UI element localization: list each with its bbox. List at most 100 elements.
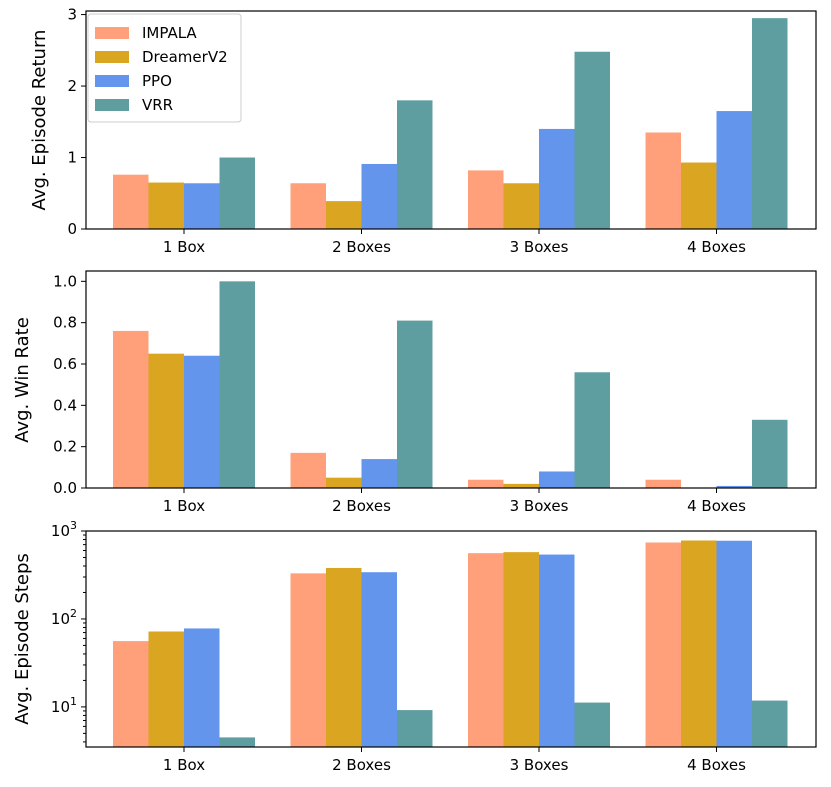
- x-tick-label-4-boxes: 4 Boxes: [687, 497, 746, 515]
- panel-1-x-ticks: 1 Box 2 Boxes 3 Boxes 4 Boxes: [163, 229, 746, 256]
- bar-dreamerv2-4-boxes: [681, 540, 717, 747]
- panel-3-y-axis-label: Avg. Episode Steps: [12, 553, 33, 725]
- x-tick-label-3-boxes: 3 Boxes: [510, 238, 569, 256]
- bar-ppo-3-boxes: [539, 128, 575, 229]
- x-tick-label-2-boxes: 2 Boxes: [332, 756, 391, 774]
- legend-label-vrr: VRR: [142, 96, 173, 114]
- y-tick-label: 0.6: [53, 355, 77, 373]
- legend-label-impala: IMPALA: [142, 24, 197, 42]
- bar-dreamerv2-3-boxes: [503, 552, 539, 747]
- bar-impala-1-box: [113, 174, 149, 229]
- bar-vrr-3-boxes: [574, 702, 610, 747]
- bar-ppo-3-boxes: [539, 554, 575, 747]
- bar-ppo-1-box: [184, 183, 220, 229]
- y-tick-label: 0.0: [53, 479, 77, 497]
- bar-ppo-1-box: [184, 628, 220, 747]
- bar-dreamerv2-3-boxes: [503, 183, 539, 229]
- bar-ppo-2-boxes: [361, 459, 397, 488]
- legend-swatch-ppo: [95, 75, 129, 87]
- bar-vrr-2-boxes: [397, 710, 433, 747]
- bar-impala-2-boxes: [290, 183, 326, 229]
- panel-1-bars: [113, 18, 788, 230]
- bar-vrr-4-boxes: [752, 18, 788, 230]
- bar-impala-3-boxes: [468, 553, 504, 747]
- panel-3-x-ticks: 1 Box 2 Boxes 3 Boxes 4 Boxes: [163, 747, 746, 774]
- bar-vrr-4-boxes: [752, 419, 788, 488]
- bar-vrr-1-box: [219, 737, 255, 747]
- bar-vrr-2-boxes: [397, 100, 433, 229]
- y-tick-label: 102: [51, 607, 77, 628]
- x-tick-label-1-box: 1 Box: [163, 756, 205, 774]
- panel-2-axes-frame: [85, 270, 817, 489]
- legend: IMPALA DreamerV2 PPO VRR: [87, 13, 242, 123]
- y-tick-label: 3: [67, 6, 77, 24]
- panel-1-y-ticks: 0 1 2 3: [67, 6, 86, 238]
- bar-impala-3-boxes: [468, 479, 504, 488]
- bar-vrr-4-boxes: [752, 700, 788, 747]
- panel-2-y-axis-label: Avg. Win Rate: [12, 317, 33, 443]
- y-tick-label: 1: [67, 149, 77, 167]
- x-tick-label-4-boxes: 4 Boxes: [687, 756, 746, 774]
- panel-2-y-ticks: 0.0 0.2 0.4 0.6 0.8 1.0: [53, 272, 86, 497]
- bar-dreamerv2-1-box: [148, 353, 184, 488]
- legend-label-ppo: PPO: [142, 72, 172, 90]
- y-tick-label: 0.2: [53, 438, 77, 456]
- x-tick-label-2-boxes: 2 Boxes: [332, 238, 391, 256]
- bar-impala-2-boxes: [290, 452, 326, 488]
- panel-win-rate: 0.0 0.2 0.4 0.6 0.8 1.0 1 Box 2 Boxes 3 Boxes 4 …: [12, 270, 817, 515]
- panel-episode-steps: 101 102 103 1 Box 2 Boxes 3 Boxes 4 Boxes Avg…: [12, 519, 817, 774]
- bar-dreamerv2-2-boxes: [326, 477, 362, 488]
- bar-vrr-1-box: [219, 281, 255, 488]
- bar-impala-1-box: [113, 641, 149, 747]
- bar-ppo-1-box: [184, 355, 220, 488]
- x-tick-label-4-boxes: 4 Boxes: [687, 238, 746, 256]
- panel-3-bars: [113, 540, 788, 747]
- bar-ppo-2-boxes: [361, 163, 397, 229]
- bar-dreamerv2-4-boxes: [681, 162, 717, 229]
- panel-episode-return: 0 1 2 3 1 Box 2 Boxes 3 Boxes 4 Boxes Avg. Epi…: [29, 6, 817, 256]
- bar-vrr-2-boxes: [397, 320, 433, 488]
- bar-ppo-4-boxes: [716, 111, 752, 229]
- bar-dreamerv2-1-box: [148, 182, 184, 229]
- y-tick-label: 0.8: [53, 314, 77, 332]
- x-tick-label-3-boxes: 3 Boxes: [510, 497, 569, 515]
- legend-swatch-vrr: [95, 99, 129, 111]
- bar-ppo-2-boxes: [361, 572, 397, 747]
- panel-3-y-ticks: 101 102 103: [51, 519, 86, 743]
- y-tick-label: 1.0: [53, 272, 77, 290]
- panel-1-y-axis-label: Avg. Episode Return: [29, 30, 50, 211]
- x-tick-label-3-boxes: 3 Boxes: [510, 756, 569, 774]
- bar-vrr-3-boxes: [574, 51, 610, 229]
- y-tick-label: 103: [51, 519, 77, 540]
- bar-dreamerv2-2-boxes: [326, 201, 362, 229]
- y-tick-label: 0: [67, 220, 77, 238]
- bar-ppo-4-boxes: [716, 485, 752, 488]
- y-tick-label: 101: [51, 695, 77, 716]
- legend-swatch-dreamerv2: [95, 51, 129, 63]
- legend-swatch-impala: [95, 27, 129, 39]
- bar-impala-1-box: [113, 330, 149, 488]
- bar-impala-4-boxes: [645, 479, 681, 488]
- x-tick-label-1-box: 1 Box: [163, 238, 205, 256]
- bar-dreamerv2-3-boxes: [503, 483, 539, 488]
- bar-impala-4-boxes: [645, 132, 681, 229]
- x-tick-label-1-box: 1 Box: [163, 497, 205, 515]
- panel-3-axes-frame: [85, 530, 817, 748]
- bar-dreamerv2-2-boxes: [326, 567, 362, 747]
- bar-vrr-1-box: [219, 157, 255, 229]
- bar-dreamerv2-1-box: [148, 631, 184, 747]
- bar-vrr-3-boxes: [574, 372, 610, 488]
- panel-2-x-ticks: 1 Box 2 Boxes 3 Boxes 4 Boxes: [163, 488, 746, 515]
- bar-impala-2-boxes: [290, 573, 326, 747]
- bar-ppo-4-boxes: [716, 540, 752, 747]
- bar-impala-4-boxes: [645, 542, 681, 747]
- legend-box: [87, 13, 242, 123]
- x-tick-label-2-boxes: 2 Boxes: [332, 497, 391, 515]
- y-tick-label: 2: [67, 77, 77, 95]
- legend-label-dreamerv2: DreamerV2: [142, 48, 228, 66]
- panel-1-axes-frame: [85, 10, 817, 230]
- y-tick-label: 0.4: [53, 396, 77, 414]
- bar-impala-3-boxes: [468, 170, 504, 229]
- bar-ppo-3-boxes: [539, 471, 575, 488]
